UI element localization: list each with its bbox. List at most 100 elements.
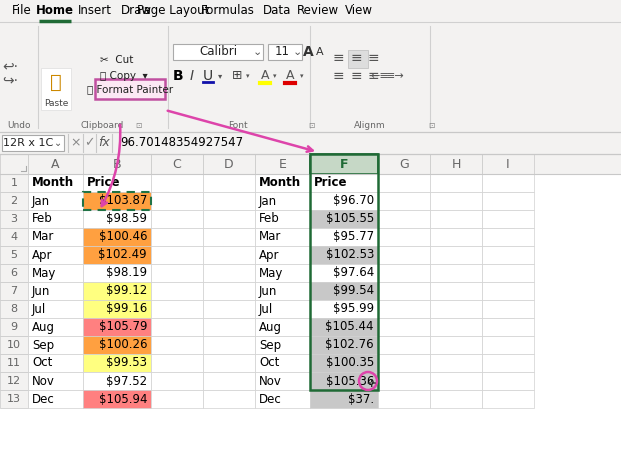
Bar [255,282,310,300]
Text: 12: 12 [7,376,21,386]
Text: Dec: Dec [259,392,282,406]
Bar [151,210,203,228]
Text: Sep: Sep [32,338,54,351]
Text: Apr: Apr [259,248,279,261]
Bar [28,228,83,246]
Text: View: View [345,5,373,18]
Bar [0,372,28,390]
Bar [378,210,430,228]
Bar [83,282,151,300]
Text: ≡: ≡ [367,69,379,83]
Bar [0,0,621,132]
Text: Feb: Feb [259,213,279,225]
Text: ▾: ▾ [218,71,222,81]
Bar [482,390,534,408]
Text: Insert: Insert [78,5,112,18]
Bar [83,336,151,354]
Bar [28,282,83,300]
Text: ≡: ≡ [332,51,344,65]
Text: ⊡: ⊡ [428,122,434,130]
Text: 📄 Copy  ▾: 📄 Copy ▾ [100,71,148,81]
Text: 11: 11 [274,46,289,59]
Text: ✓: ✓ [84,136,94,149]
Text: F: F [340,158,348,171]
Text: $95.99: $95.99 [333,302,374,315]
Text: ✛: ✛ [366,379,376,389]
Text: ▾: ▾ [300,73,304,79]
Bar [28,300,83,318]
Bar [83,390,151,408]
Bar [151,390,203,408]
Bar [378,246,430,264]
Bar [83,300,151,318]
Text: Mar: Mar [259,230,281,243]
Text: 13: 13 [7,394,21,404]
Text: Jul: Jul [32,302,46,315]
Bar [310,154,378,174]
Text: Calibri: Calibri [199,46,237,59]
Bar [203,174,255,192]
Text: A: A [286,70,294,83]
Bar [482,318,534,336]
Text: ⌄: ⌄ [292,47,302,57]
Text: Jul: Jul [259,302,273,315]
Bar [482,210,534,228]
Bar [151,282,203,300]
Bar [310,174,378,192]
Bar [430,372,482,390]
Bar [0,246,28,264]
Bar [378,174,430,192]
Bar [378,192,430,210]
Text: $99.54: $99.54 [333,284,374,297]
Bar [28,246,83,264]
Text: $105.36: $105.36 [325,374,374,388]
Bar [28,264,83,282]
Text: Home: Home [36,5,74,18]
Bar [151,354,203,372]
Text: Oct: Oct [32,356,52,370]
Bar [83,192,151,210]
Text: Undo: Undo [7,122,31,130]
Text: 2: 2 [11,196,17,206]
Bar [83,372,151,390]
Bar [255,154,310,174]
Text: ≡: ≡ [350,51,362,65]
Text: ←≡: ←≡ [371,71,389,81]
Text: Draw: Draw [120,5,152,18]
Bar [310,390,378,408]
FancyBboxPatch shape [2,135,64,151]
Text: $105.79: $105.79 [99,320,147,333]
Text: Month: Month [259,177,301,189]
Bar [203,154,255,174]
Bar [83,228,151,246]
Text: 1: 1 [11,178,17,188]
Bar [28,336,83,354]
Text: E: E [279,158,286,171]
Text: May: May [259,266,283,279]
Text: A: A [316,47,324,57]
Bar [203,318,255,336]
Text: G: G [399,158,409,171]
Bar [378,354,430,372]
Bar [203,354,255,372]
Bar [28,390,83,408]
Bar [151,228,203,246]
Text: fx: fx [98,136,110,149]
Text: A: A [261,70,270,83]
Text: ⌄: ⌄ [252,47,261,57]
Bar [83,246,151,264]
Bar [310,300,378,318]
Text: $37.: $37. [348,392,374,406]
Bar [0,264,28,282]
Text: $102.49: $102.49 [98,248,147,261]
Text: ⊞: ⊞ [232,70,242,83]
Text: $98.59: $98.59 [106,213,147,225]
Text: 🖌 Format Painter: 🖌 Format Painter [87,84,173,94]
Text: ⌄: ⌄ [54,138,62,148]
Text: ≡: ≡ [332,69,344,83]
Text: $96.70: $96.70 [333,195,374,207]
Text: $102.76: $102.76 [325,338,374,351]
Bar [255,354,310,372]
Bar [348,50,368,68]
Text: $97.52: $97.52 [106,374,147,388]
